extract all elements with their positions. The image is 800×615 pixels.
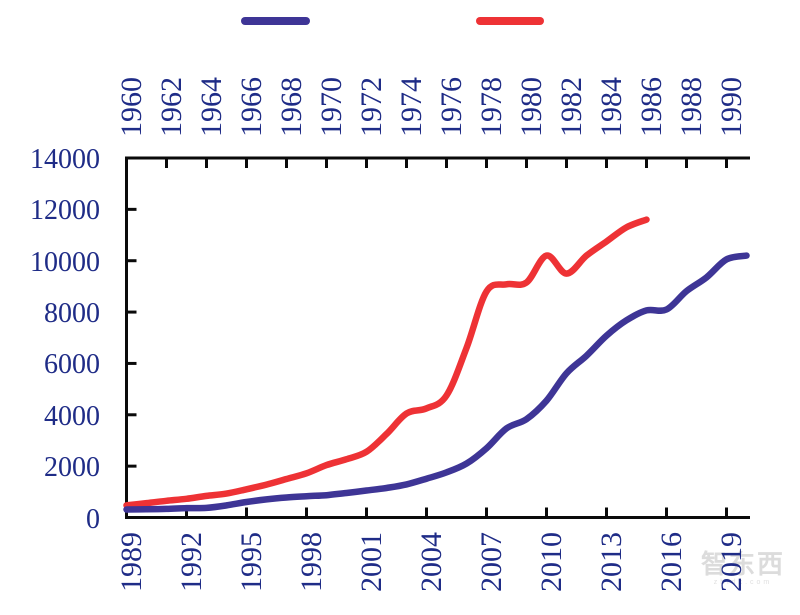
series_blue-line xyxy=(123,252,750,513)
legend-swatch-red xyxy=(476,17,544,25)
legend-swatch-blue xyxy=(241,17,310,25)
series_red-line xyxy=(123,216,650,509)
watermark-text: 智东西 xyxy=(700,550,785,579)
watermark: 智东西 zhidx.com xyxy=(688,551,798,587)
watermark-subtext: zhidx.com xyxy=(713,579,773,586)
